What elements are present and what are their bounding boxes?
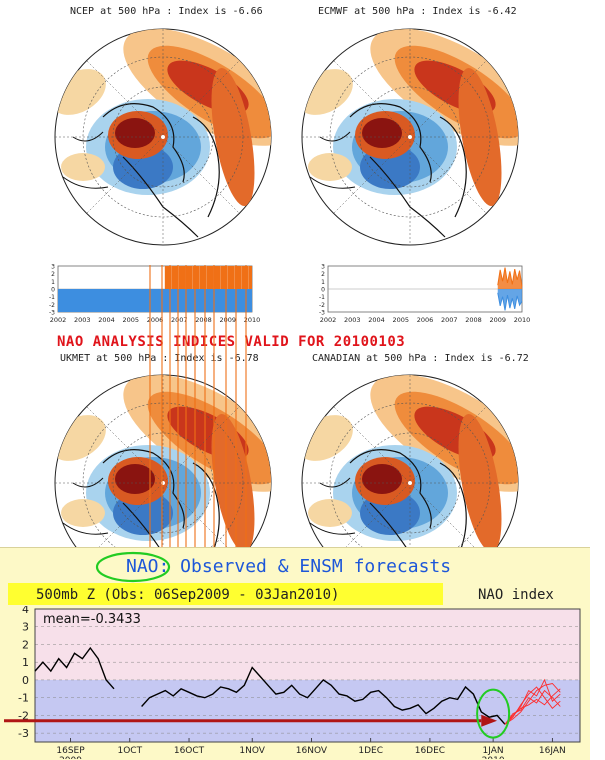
mini-y-tick-label: -1 [319,294,325,301]
mini-x-tick-label: 2003 [344,316,361,324]
mini-x-tick-label: 2007 [171,316,188,324]
x-tick-label: 1OCT [117,746,142,756]
y-tick-label: -3 [18,727,29,740]
subtitle-highlight-bar [8,583,443,605]
mini-y-tick-label: 1 [321,279,325,286]
ensemble-forecast-line [504,683,561,725]
ensemble-forecast-line [504,689,561,725]
mini-y-tick-label: 1 [51,279,55,286]
mini-y-tick-label: 0 [51,287,55,294]
map-ecmwf [289,5,557,245]
x-tick-label: 16NOV [296,746,328,756]
latest-value-highlight [476,688,511,739]
mini-series-area [497,289,522,311]
mini-x-tick-label: 2004 [368,316,385,324]
arrow-head [481,714,498,727]
mini-x-tick-label: 2006 [417,316,434,324]
plot-frame [34,608,581,743]
y-tick-label: 0 [22,674,29,687]
y-tick-label: -2 [18,709,29,722]
mini-x-tick-label: 2003 [74,316,91,324]
mini-y-tick-label: -1 [49,294,55,301]
y-tick-label: 3 [22,621,29,634]
mini-series-line [497,292,523,311]
negative-region [35,679,580,742]
mini-x-tick-label: 2008 [195,316,212,324]
x-tick-label: 16SEP [56,746,85,756]
mini-y-tick-label: 0 [321,287,325,294]
x-tick-label: 16OCT [174,746,205,756]
mini-x-tick-label: 2002 [320,316,337,324]
x-year-label: 2010 [482,756,505,759]
x-tick-label: 1DEC [358,746,383,756]
map-ncep [42,5,310,245]
map-title-ukmet: UKMET at 500 hPa : Index is -6.78 [60,353,259,364]
x-tick-label: 1NOV [239,746,265,756]
mini-x-tick-label: 2005 [392,316,409,324]
mini-x-tick-label: 2010 [244,316,261,324]
mini-x-tick-label: 2004 [98,316,115,324]
mini-x-tick-label: 2002 [50,316,67,324]
mini-series-line [497,267,523,287]
mini-x-tick-label: 2007 [441,316,458,324]
mini-x-tick-label: 2009 [489,316,506,324]
observed-index-line [34,646,115,690]
nao-index-label: NAO index [478,587,554,603]
mini-y-tick-label: 2 [51,271,55,278]
x-tick-label: 1JAN [483,746,504,756]
mini-x-tick-label: 2008 [465,316,482,324]
mini-y-tick-label: -3 [49,310,55,317]
guide-lines-overlay [149,265,247,550]
mini-y-tick-label: -2 [319,302,325,309]
mini-bar [58,289,252,312]
map-title-ncep: NCEP at 500 hPa : Index is -6.66 [70,6,263,17]
x-tick-label: 16DEC [415,746,445,756]
y-tick-label: -1 [18,692,29,705]
mini-y-tick-label: 2 [321,271,325,278]
ensemble-forecast-line [504,688,561,725]
analysis-headline: NAO ANALYSIS INDICES VALID FOR 20100103 [57,334,406,350]
ensemble-forecast-line [504,686,561,725]
map-title-canadian: CANADIAN at 500 hPa : Index is -6.72 [312,353,529,364]
mini-y-tick-label: 3 [321,264,325,271]
map-title-ecmwf: ECMWF at 500 hPa : Index is -6.42 [318,6,517,17]
mini-y-tick-label: -2 [49,302,55,309]
panel-title: NAO: Observed & ENSM forecasts [126,556,452,577]
mini-y-tick-label: -3 [319,310,325,317]
mini-x-tick-label: 2009 [219,316,236,324]
mini-x-tick-label: 2006 [147,316,164,324]
y-tick-label: 1 [22,656,29,669]
observed-index-line [141,666,506,725]
x-year-label: 2009 [59,756,82,759]
nao-main-chart: 4 3 2 1 0 -1 -2 -3 16SEP 1OCT 16OCT 1NOV 16NOV 1DEC 16… [4,606,581,759]
mini-x-tick-label: 2005 [122,316,139,324]
y-tick-label: 4 [22,606,29,616]
mini-x-tick-label: 2010 [514,316,531,324]
mini-series-area [497,267,522,289]
y-tick-label: 2 [22,638,29,651]
panel-subtitle: 500mb Z (Obs: 06Sep2009 - 03Jan2010) [36,587,340,603]
x-tick-label: 16JAN [539,746,566,756]
nao-highlight-circle [95,551,171,583]
mean-annotation: mean=-0.3433 [43,612,141,627]
mini-y-tick-label: 3 [51,264,55,271]
